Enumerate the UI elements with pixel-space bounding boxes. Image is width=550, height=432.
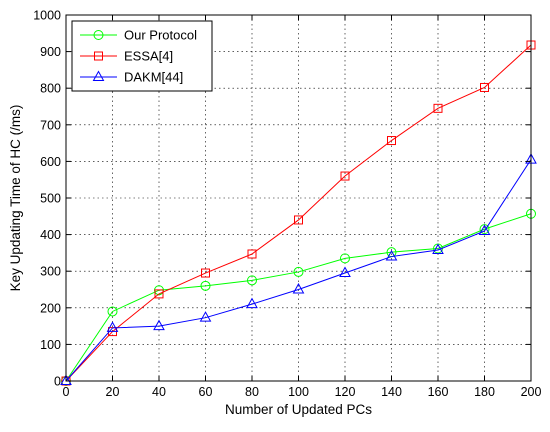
data-point-essa-4 xyxy=(247,249,257,259)
x-tick-label: 80 xyxy=(245,385,259,399)
y-tick-label: 100 xyxy=(40,338,61,352)
y-axis-title: Key Updating Time of HC (/ms) xyxy=(8,105,23,292)
y-tick-label: 0 xyxy=(54,375,61,389)
y-tick-label: 300 xyxy=(40,265,61,279)
data-point-essa-4 xyxy=(294,215,303,225)
plot-area-frame xyxy=(65,14,532,382)
x-tick-label: 100 xyxy=(288,385,309,399)
data-point-our-protocol xyxy=(247,275,257,286)
legend-label-essa-4: ESSA[4] xyxy=(124,49,173,64)
legend-marker-our-protocol xyxy=(93,30,104,40)
legend-label-our-protocol: Our Protocol xyxy=(124,28,197,43)
data-point-dakm-44 xyxy=(199,311,212,322)
data-point-dakm-44 xyxy=(478,224,491,235)
data-point-our-protocol xyxy=(293,266,304,277)
data-point-essa-4 xyxy=(340,171,350,181)
data-point-dakm-44 xyxy=(432,243,444,254)
data-point-essa-4 xyxy=(433,103,443,113)
data-point-our-protocol xyxy=(340,253,350,264)
x-axis-title: Number of Updated PCs xyxy=(225,402,372,417)
data-point-dakm-44 xyxy=(153,319,165,331)
data-point-essa-4 xyxy=(154,289,164,299)
x-tick-label: 0 xyxy=(63,385,70,399)
data-point-our-protocol xyxy=(200,280,211,291)
x-tick-label: 160 xyxy=(428,385,449,399)
legend-marker-dakm-44 xyxy=(92,70,105,81)
x-tick-label: 120 xyxy=(335,385,356,399)
data-point-dakm-44 xyxy=(246,297,258,309)
series-lines xyxy=(60,40,537,386)
y-tick-label: 500 xyxy=(40,192,61,206)
x-tick-label: 140 xyxy=(381,385,402,399)
data-point-dakm-44 xyxy=(292,282,305,294)
legend: Our Protocol ESSA[4] DAKM[44] xyxy=(71,20,213,92)
y-tick-label: 800 xyxy=(40,82,61,96)
series-line-dakm-44 xyxy=(65,159,532,382)
y-tick-label: 600 xyxy=(40,155,61,169)
x-tick-label: 20 xyxy=(106,385,120,399)
y-tick-label: 900 xyxy=(40,45,61,59)
y-tick-label: 200 xyxy=(40,301,61,315)
x-tick-label: 200 xyxy=(521,385,542,399)
y-tick-label: 400 xyxy=(40,228,61,242)
data-point-essa-4 xyxy=(201,268,210,278)
x-tick-label: 180 xyxy=(474,385,495,399)
x-tick-label: 60 xyxy=(199,385,213,399)
data-point-dakm-44 xyxy=(385,250,398,261)
data-point-dakm-44 xyxy=(339,266,351,278)
data-point-essa-4 xyxy=(480,82,489,92)
series-line-our-protocol xyxy=(65,213,532,382)
legend-marker-essa-4 xyxy=(94,51,103,61)
legend-label-dakm-44: DAKM[44] xyxy=(124,70,183,85)
axis-ticks: 0 20 40 60 80 100 120 140 160 180 200 0 100 200 300 400… xyxy=(33,9,541,400)
y-tick-label: 1000 xyxy=(33,9,61,23)
data-point-essa-4 xyxy=(387,136,396,146)
x-tick-label: 40 xyxy=(152,385,166,399)
data-point-dakm-44 xyxy=(60,374,72,385)
data-point-our-protocol xyxy=(107,306,118,317)
data-point-dakm-44 xyxy=(106,321,119,332)
y-tick-label: 700 xyxy=(40,118,61,132)
series-line-essa-4 xyxy=(65,44,532,382)
